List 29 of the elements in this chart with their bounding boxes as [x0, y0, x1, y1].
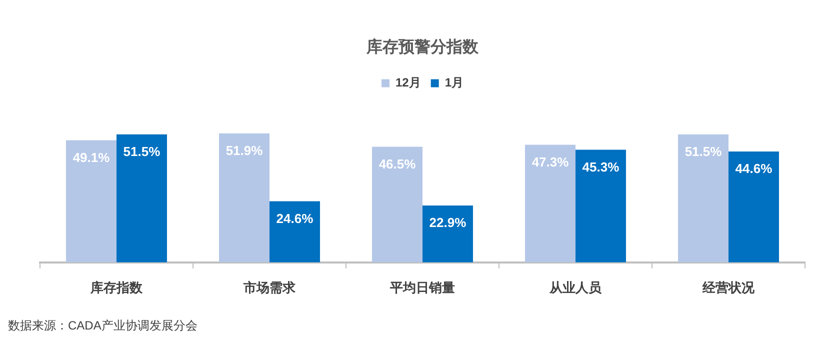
data-label: 46.5%: [378, 156, 416, 172]
x-tick-label: 库存指数: [90, 280, 144, 295]
legend-label: 12月: [395, 76, 421, 90]
data-label: 49.1%: [72, 150, 110, 165]
data-label: 45.3%: [582, 159, 620, 174]
bar: [66, 140, 116, 262]
bar: [372, 146, 422, 262]
x-tick-label: 市场需求: [242, 280, 296, 295]
chart-title: 库存预警分指数: [366, 38, 480, 56]
bar: [422, 205, 473, 262]
data-label: 51.5%: [123, 144, 161, 159]
bar: [678, 134, 728, 262]
data-label: 24.6%: [276, 210, 314, 226]
x-tick-label: 从业人员: [548, 280, 602, 295]
bar: [270, 201, 320, 262]
x-tick-label: 经营状况: [702, 280, 756, 295]
bar: [219, 133, 270, 262]
bar: [525, 144, 576, 262]
x-tick-label: 平均日销量: [389, 280, 455, 295]
bar: [116, 134, 167, 262]
source-note: 数据来源：CADA产业协调发展分会: [8, 318, 198, 332]
data-label: 44.6%: [735, 161, 773, 176]
data-label: 51.5%: [684, 144, 722, 159]
bar: [576, 150, 626, 262]
legend-label: 1月: [444, 76, 464, 90]
data-label: 51.9%: [226, 142, 264, 158]
bar: [728, 151, 779, 262]
data-label: 47.3%: [532, 154, 570, 170]
data-label: 22.9%: [429, 215, 467, 230]
